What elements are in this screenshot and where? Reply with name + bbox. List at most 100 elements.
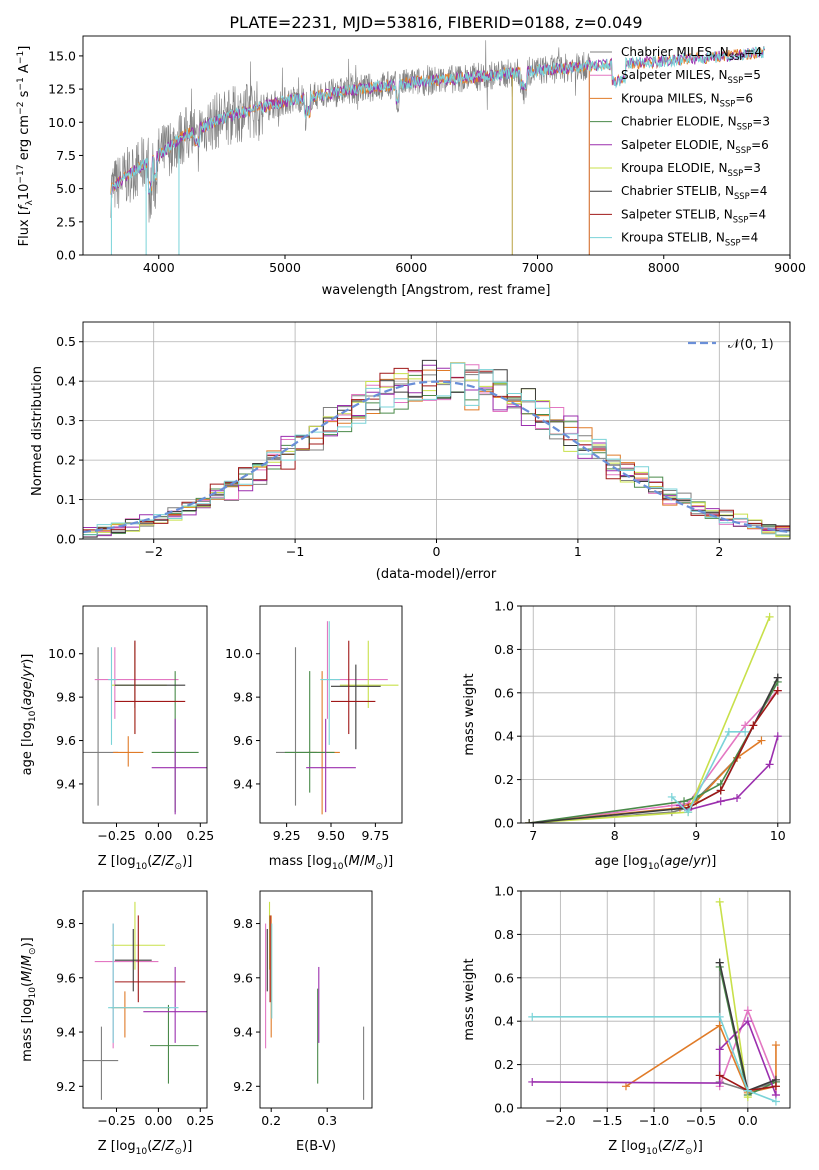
y-tick-label: 9.6 [233,970,253,985]
y-tick-label: 9.8 [56,690,76,705]
weight-point-marker [757,736,766,745]
y-axis-label: Flux [fλ10−17 erg cm−2 s−1 A−1] [16,46,35,247]
axes-frame [259,605,403,824]
y-tick-label: 0.0 [56,248,76,263]
y-tick-label: 0.3 [56,413,76,428]
y-tick-label: 0.6 [494,970,514,985]
weight-point-marker [715,1045,724,1054]
plot-area [275,621,399,815]
x-tick-label: 9.75 [361,828,389,843]
x-tick-label: −0.25 [97,828,135,843]
axes-frame [520,605,791,824]
weight-point-marker [715,1079,724,1088]
y-tick-label: 0.8 [494,642,514,657]
y-tick-label: 9.4 [56,776,76,791]
spectrum-model-line [110,46,765,195]
weight-point-marker [773,686,782,695]
x-tick-label: 0.25 [186,1113,214,1128]
legend-label: Chabrier ELODIE, NSSP=3 [621,115,770,132]
x-tick-label: 7000 [522,260,554,275]
weight-series-line [718,901,749,1098]
weight-point-marker [525,819,534,823]
x-tick-label: 0.00 [144,828,172,843]
weight-point-marker [749,721,758,730]
y-tick-label: 9.4 [233,776,253,791]
age-vs-mass-panel: 9.25 9.50 9.75 9.4 9.6 9.8 10.0 mass [log10(M/M… [225,605,403,872]
y-tick-label: 0.4 [494,1014,514,1029]
figure-title: PLATE=2231, MJD=53816, FIBERID=0188, z=0… [229,13,642,32]
axes-frame [259,890,373,1109]
legend-label: 𝒩(0, 1) [728,336,774,351]
axes-frame [82,605,208,824]
y-tick-label: 5.0 [56,181,76,196]
weight-point-marker [684,808,693,817]
weight-point-marker [771,1041,780,1050]
weight-series-line [687,690,779,809]
x-tick-label: 0.25 [186,828,214,843]
mass-weight-vs-age-panel: 7 8 9 10 0.0 0.2 0.4 0.6 0.8 1.0 age [log10(age/yr… [462,599,791,872]
y-tick-label: 0.2 [494,1057,514,1072]
legend-label: Kroupa MILES, NSSP=6 [621,91,753,108]
legend-label: Chabrier STELIB, NSSP=4 [621,184,767,201]
weight-point-marker [771,1097,780,1106]
weight-point-marker [733,794,742,803]
plot-area [83,901,207,1100]
mass-vs-metallicity-panel: −0.25 0.00 0.25 9.2 9.4 9.6 9.8 Z [log10(Z/Z⊙)]… [20,890,214,1157]
x-axis-label: age [log10(age/yr)] [595,854,717,872]
x-tick-label: −1.0 [639,1113,669,1128]
plot-area [83,640,207,815]
legend-label: Salpeter STELIB, NSSP=4 [621,207,766,224]
y-axis-label: age [log10(age/yr)] [20,654,38,776]
x-tick-label: 8 [611,828,619,843]
weight-point-marker [773,673,782,682]
y-tick-label: 0.6 [494,685,514,700]
weight-series-line [529,690,779,823]
x-tick-label: 9000 [774,260,806,275]
x-tick-label: 6000 [395,260,427,275]
weight-point-marker [771,1082,780,1091]
legend-label: Chabrier MILES, NSSP=4 [621,45,762,62]
weight-point-marker [724,727,733,736]
weight-point-marker [743,1006,752,1015]
weight-point-marker [621,1082,630,1091]
y-tick-label: 0.0 [494,1101,514,1116]
y-tick-label: 0.1 [56,492,76,507]
spectrum-panel: 4000 5000 6000 7000 8000 9000 0.0 2.5 5.0 7.5 10.0… [16,35,806,298]
y-tick-label: 9.2 [233,1079,253,1094]
plot-area [528,897,780,1106]
residual-histogram-panel: −2 −1 0 1 2 0.0 0.1 0.2 0.3 0.4 0.5 𝒩(0, 1) (data-mo… [30,321,791,582]
weight-point-marker [743,1086,752,1095]
plot-area [110,40,765,255]
mass-weight-vs-metallicity-panel: −2.0 −1.5 −1.0 −0.5 0.0 0.0 0.2 0.4 0.6 0.8 1.0 Z [… [462,884,791,1157]
y-tick-label: 0.4 [56,374,76,389]
x-tick-label: 0.3 [317,1113,337,1128]
y-tick-label: 9.2 [56,1079,76,1094]
weight-point-marker [741,727,750,736]
weight-point-marker [743,1017,752,1026]
axes-frame [82,890,208,1109]
y-tick-label: 9.6 [56,733,76,748]
x-tick-label: 9 [692,828,700,843]
mass-vs-ebv-panel: 0.2 0.3 9.2 9.4 9.6 9.8 E(B-V) [233,890,373,1154]
age-vs-metallicity-panel: −0.25 0.00 0.25 9.4 9.6 9.8 10.0 Z [log10(Z/Z⊙)… [20,605,214,872]
plot-area [265,901,365,1100]
y-tick-label: 0.0 [494,816,514,831]
y-tick-label: 0.4 [494,729,514,744]
x-tick-label: −2 [144,544,162,559]
weight-point-marker [765,612,774,621]
x-tick-label: 10 [770,828,786,843]
x-tick-label: 9.50 [317,828,345,843]
weight-point-marker [667,792,676,801]
y-tick-label: 0.5 [56,334,76,349]
legend-label: Salpeter ELODIE, NSSP=6 [621,138,769,155]
y-tick-label: 9.8 [233,690,253,705]
x-axis-label: Z [log10(Z/Z⊙)] [98,1139,193,1157]
y-tick-label: 15.0 [48,48,76,63]
y-tick-label: 9.6 [233,733,253,748]
weight-point-marker [773,732,782,741]
normal-curve [83,380,790,534]
y-tick-label: 0.2 [56,453,76,468]
weight-series-line [529,739,762,823]
y-tick-label: 9.4 [233,1025,253,1040]
weight-point-marker [715,958,724,967]
